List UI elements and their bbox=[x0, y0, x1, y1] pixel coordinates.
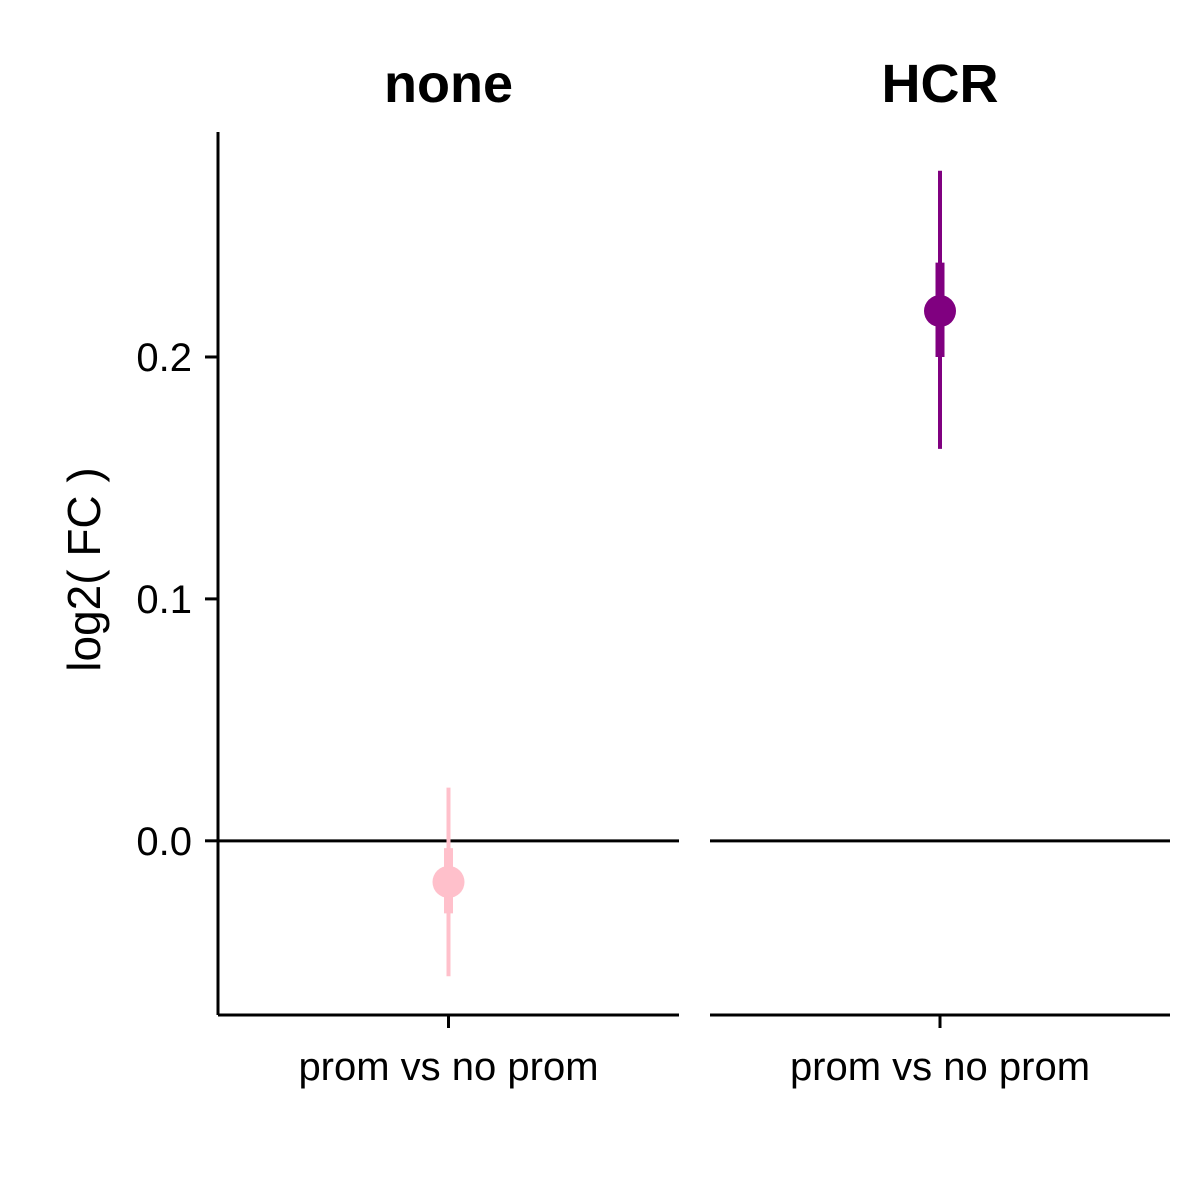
x-tick-label: prom vs no prom bbox=[790, 1045, 1090, 1089]
facet-panels: none prom vs no prom HCR prom vs no prom bbox=[218, 54, 1170, 1089]
y-axis-title: log2( FC ) bbox=[58, 467, 110, 671]
y-tick-label: 0.0 bbox=[136, 820, 192, 864]
facet-title: HCR bbox=[882, 54, 999, 114]
y-tick-label: 0.1 bbox=[136, 578, 192, 622]
y-tick-label: 0.2 bbox=[136, 336, 192, 380]
estimate-point bbox=[432, 865, 465, 898]
estimate-point bbox=[924, 295, 956, 328]
x-tick-label: prom vs no prom bbox=[298, 1045, 598, 1089]
facet-title: none bbox=[384, 54, 513, 114]
y-axis-ticks: 0.0 0.1 0.2 bbox=[136, 336, 218, 864]
facet-panel-none: none prom vs no prom bbox=[218, 54, 679, 1089]
facet-panel-hcr: HCR prom vs no prom bbox=[710, 54, 1170, 1089]
